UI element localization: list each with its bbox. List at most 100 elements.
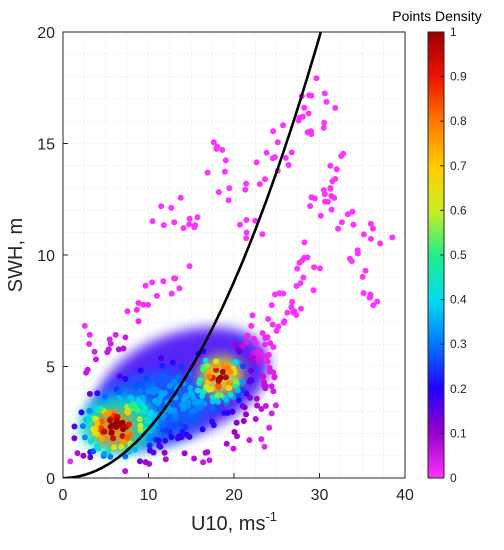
scatter-point-9 — [85, 415, 92, 422]
scatter-point-530 — [148, 433, 154, 440]
scatter-point-3 — [80, 452, 87, 459]
scatter-point-548 — [217, 392, 224, 399]
scatter-point-480 — [177, 421, 184, 428]
scatter-point-249 — [210, 139, 217, 146]
scatter-point-293 — [160, 222, 167, 229]
scatter-point-142 — [264, 334, 271, 341]
scatter-point-155 — [298, 305, 304, 312]
scatter-point-526 — [158, 355, 165, 362]
scatter-point-405 — [201, 400, 208, 407]
scatter-point-475 — [268, 410, 275, 417]
scatter-point-286 — [86, 331, 93, 338]
scatter-point-393 — [165, 369, 172, 376]
scatter-point-443 — [159, 423, 166, 430]
scatter-point-507 — [122, 376, 129, 382]
scatter-point-513 — [254, 402, 261, 409]
scatter-point-185 — [338, 153, 345, 159]
scatter-point-349 — [191, 455, 198, 462]
scatter-point-377 — [116, 373, 123, 380]
scatter-point-467 — [266, 368, 273, 375]
scatter-point-75 — [175, 374, 182, 380]
scatter-point-447 — [117, 420, 123, 427]
scatter-point-145 — [272, 291, 278, 298]
scatter-point-455 — [247, 354, 254, 361]
scatter-point-112 — [235, 392, 242, 399]
scatter-point-297 — [252, 217, 259, 224]
scatter-point-0 — [74, 450, 81, 457]
scatter-point-247 — [204, 169, 211, 176]
scatter-point-421 — [253, 395, 260, 402]
scatter-point-243 — [226, 185, 233, 192]
scatter-point-502 — [270, 388, 277, 395]
scatter-point-166 — [299, 257, 306, 264]
scatter-point-298 — [243, 229, 250, 236]
scatter-point-272 — [112, 331, 119, 338]
scatter-point-505 — [94, 420, 101, 427]
scatter-point-546 — [151, 413, 158, 420]
scatter-point-94 — [205, 368, 212, 375]
scatter-point-127 — [250, 335, 257, 342]
scatter-point-268 — [142, 282, 149, 289]
scatter-point-514 — [102, 393, 108, 400]
scatter-point-241 — [243, 180, 250, 187]
scatter-point-203 — [367, 291, 374, 298]
x-tick-label-3: 30 — [311, 487, 329, 504]
scatter-point-520 — [197, 404, 204, 411]
scatter-point-390 — [146, 417, 153, 424]
scatter-point-153 — [290, 309, 297, 316]
scatter-point-462 — [187, 413, 194, 420]
scatter-point-376 — [184, 403, 191, 409]
scatter-point-288 — [158, 203, 165, 210]
scatter-point-236 — [253, 159, 260, 166]
scatter-point-353 — [233, 419, 240, 426]
scatter-point-450 — [159, 373, 166, 380]
scatter-point-201 — [370, 302, 377, 309]
scatter-point-351 — [186, 433, 193, 440]
scatter-point-216 — [313, 75, 320, 82]
scatter-point-290 — [168, 204, 175, 211]
scatter-point-374 — [209, 405, 216, 412]
colorbar-tick-label-4: 0.4 — [450, 293, 467, 307]
scatter-point-40 — [124, 434, 130, 441]
scatter-point-188 — [349, 208, 356, 215]
scatter-point-493 — [162, 456, 169, 463]
scatter-point-499 — [132, 446, 138, 453]
scatter-point-253 — [180, 225, 187, 232]
scatter-point-235 — [262, 176, 268, 183]
scatter-point-117 — [232, 341, 238, 348]
scatter-point-269 — [133, 306, 140, 313]
scatter-point-4 — [79, 423, 86, 430]
scatter-point-540 — [112, 420, 119, 427]
scatter-point-162 — [311, 264, 318, 271]
scatter-point-280 — [93, 356, 99, 363]
scatter-point-446 — [262, 403, 269, 409]
scatter-point-171 — [328, 206, 335, 213]
colorbar-title: Points Density — [392, 8, 481, 24]
scatter-point-244 — [215, 189, 222, 196]
scatter-point-267 — [140, 301, 147, 308]
scatter-point-339 — [267, 340, 274, 346]
scatter-point-545 — [157, 443, 164, 450]
scatter-point-132 — [262, 341, 268, 348]
scatter-point-1 — [71, 423, 78, 430]
scatter-point-74 — [187, 384, 194, 391]
scatter-point-302 — [110, 435, 117, 442]
scatter-point-338 — [240, 418, 247, 424]
scatter-point-504 — [107, 417, 113, 424]
scatter-point-524 — [120, 438, 127, 445]
scatter-point-292 — [171, 219, 178, 226]
scatter-point-358 — [243, 411, 249, 418]
scatter-point-522 — [93, 444, 100, 451]
scatter-point-381 — [156, 397, 163, 404]
scatter-point-483 — [168, 434, 175, 440]
scatter-point-451 — [219, 369, 226, 375]
scatter-point-239 — [256, 181, 263, 188]
scatter-point-234 — [269, 155, 276, 162]
scatter-point-444 — [258, 406, 265, 412]
scatter-point-143 — [269, 321, 276, 328]
scatter-point-516 — [227, 391, 234, 398]
scatter-point-279 — [115, 346, 122, 353]
scatter-point-148 — [280, 319, 287, 326]
scatter-point-178 — [327, 185, 334, 192]
scatter-point-90 — [196, 380, 203, 386]
